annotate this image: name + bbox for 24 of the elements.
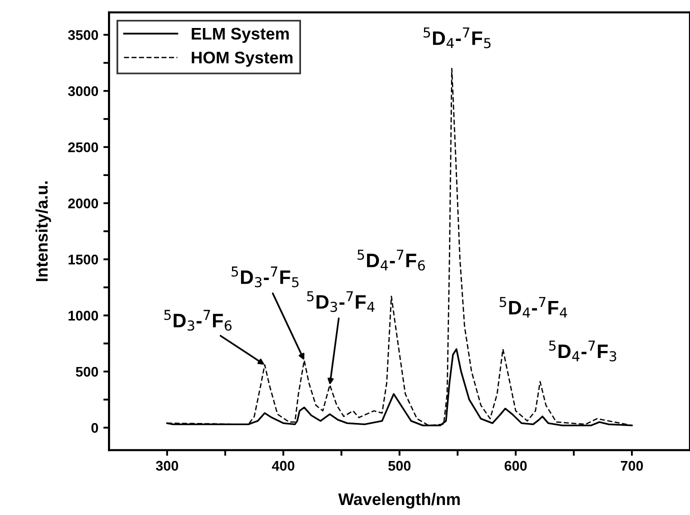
y-tick-label: 0 [91, 422, 98, 433]
annotation: $^{5}$D$_{4}$-$^{7}$F$_{5}$ [424, 28, 491, 48]
annotation: $^{5}$D$_{4}$-$^{7}$F$_{4}$ [500, 297, 568, 318]
x-tick-label: 300 [156, 460, 178, 471]
y-tick-label: 2500 [68, 142, 98, 152]
y-axis-title: Intensity/a.u. [36, 181, 52, 282]
legend-label: HOM System [192, 52, 292, 67]
annotation: $^{5}$D$_{4}$-$^{7}$F$_{3}$ [549, 340, 616, 362]
y-tick-label: 1000 [68, 310, 98, 321]
annotation: $^{5}$D$_{3}$-$^{7}$F$_{4}$ [307, 291, 375, 312]
annotation: $^{5}$D$_{4}$-$^{7}$F$_{6}$ [358, 250, 425, 271]
y-tick-label: 3000 [68, 86, 98, 96]
x-tick-label: 700 [620, 460, 643, 471]
x-tick-label: 400 [272, 460, 294, 471]
x-axis-title: Wavelength/nm [338, 492, 460, 509]
y-tick-label: 1500 [68, 254, 98, 264]
y-tick-label: 3500 [68, 30, 98, 40]
x-tick-label: 500 [388, 460, 411, 471]
y-tick-label: 500 [76, 366, 98, 377]
legend-label: ELM System [192, 28, 289, 43]
x-tick-label: 600 [504, 460, 527, 471]
y-tick-label: 2000 [68, 198, 98, 208]
annotation: $^{5}$D$_{3}$-$^{7}$F$_{6}$ [164, 310, 232, 331]
annotation: $^{5}$D$_{3}$-$^{7}$F$_{5}$ [232, 266, 299, 288]
